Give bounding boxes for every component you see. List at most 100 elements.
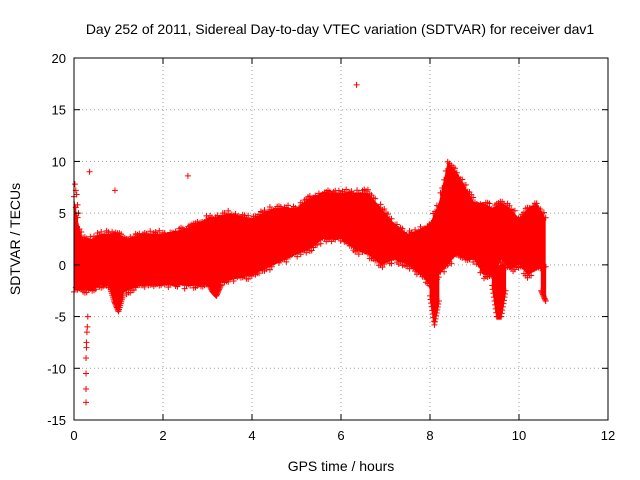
data-point	[156, 227, 163, 234]
data-point	[404, 233, 411, 240]
data-point	[434, 304, 441, 311]
data-point	[125, 237, 132, 244]
data-point	[415, 228, 422, 235]
tick-labels: -15 -10 -5 0 5 10 15 20 0 2 4 6 8 10 12	[47, 51, 615, 443]
data-point	[321, 235, 328, 242]
data-point	[435, 203, 442, 210]
data-point-outlier	[83, 344, 90, 351]
data-point	[519, 263, 526, 270]
data-point	[294, 253, 301, 260]
data-point-outlier	[83, 354, 90, 361]
data-point	[498, 313, 505, 320]
data-point	[410, 264, 417, 271]
data-point	[479, 268, 486, 275]
data-point	[181, 285, 188, 292]
data-point	[462, 181, 469, 188]
data-point	[225, 278, 232, 285]
data-point	[453, 169, 460, 176]
data-point	[506, 202, 513, 209]
y-axis-label: SDTVAR / TECUs	[7, 183, 23, 295]
data-point-outlier	[83, 385, 90, 392]
data-point	[245, 276, 252, 283]
data-point	[265, 208, 272, 215]
x-tick-label: 6	[337, 428, 344, 443]
data-point	[437, 189, 444, 196]
data-point	[354, 187, 361, 194]
data-point	[421, 274, 428, 281]
data-point	[78, 228, 85, 235]
data-point	[92, 235, 99, 242]
data-point-outlier	[353, 81, 360, 88]
data-point	[261, 207, 268, 214]
y-tick-label: 0	[59, 258, 66, 273]
data-point	[388, 260, 395, 267]
data-point	[263, 211, 270, 218]
data-point	[500, 300, 507, 307]
data-point	[433, 309, 440, 316]
data-point	[174, 230, 181, 237]
data-point	[379, 264, 386, 271]
data-point	[434, 306, 441, 313]
y-tick-label: 20	[52, 51, 66, 66]
data-point	[276, 259, 283, 266]
data-point	[528, 272, 535, 279]
data-point	[256, 270, 263, 277]
data-point	[305, 245, 312, 252]
data-point	[183, 226, 190, 233]
data-point	[83, 289, 90, 296]
y-tick-label: 10	[52, 154, 66, 169]
data-point	[388, 215, 395, 222]
data-point	[152, 228, 159, 235]
x-tick-label: 2	[159, 428, 166, 443]
data-point-outlier	[86, 168, 93, 175]
data-point	[542, 296, 549, 303]
data-point	[265, 261, 272, 268]
data-point	[444, 262, 451, 269]
data-point	[141, 283, 148, 290]
data-point	[364, 250, 371, 257]
data-point	[499, 303, 506, 310]
data-point	[76, 225, 83, 232]
data-point	[352, 192, 359, 199]
data-point	[511, 207, 518, 214]
data-point	[542, 298, 549, 305]
x-tick-label: 0	[70, 428, 77, 443]
data-point	[74, 214, 81, 221]
data-point	[217, 283, 224, 290]
data-point	[431, 321, 438, 328]
data-point	[508, 264, 515, 271]
data-point	[149, 233, 156, 240]
y-tick-label: -15	[47, 413, 66, 428]
data-point	[375, 204, 382, 211]
data-point	[119, 292, 126, 299]
data-point	[381, 261, 388, 268]
x-tick-label: 8	[426, 428, 433, 443]
data-point	[154, 232, 161, 239]
data-point	[399, 225, 406, 232]
data-point	[439, 265, 446, 272]
data-point	[381, 206, 388, 213]
data-point	[354, 247, 361, 254]
data-point	[501, 294, 508, 301]
data-point	[317, 240, 324, 247]
data-point-outlier	[83, 329, 90, 336]
data-point	[470, 194, 477, 201]
data-point	[384, 211, 391, 218]
data-point	[225, 207, 232, 214]
data-point	[228, 273, 235, 280]
data-point	[432, 315, 439, 322]
data-point	[439, 184, 446, 191]
data-point	[315, 236, 322, 243]
data-point	[412, 226, 419, 233]
data-point	[96, 232, 103, 239]
data-point	[118, 231, 125, 238]
x-tick-label: 12	[601, 428, 615, 443]
data-point-outlier	[83, 399, 90, 406]
data-point	[101, 231, 108, 238]
data-point	[451, 165, 458, 172]
data-point	[217, 282, 224, 289]
data-point	[533, 200, 540, 207]
data-point	[285, 202, 292, 209]
data-point	[502, 290, 509, 297]
data-point	[263, 266, 270, 273]
